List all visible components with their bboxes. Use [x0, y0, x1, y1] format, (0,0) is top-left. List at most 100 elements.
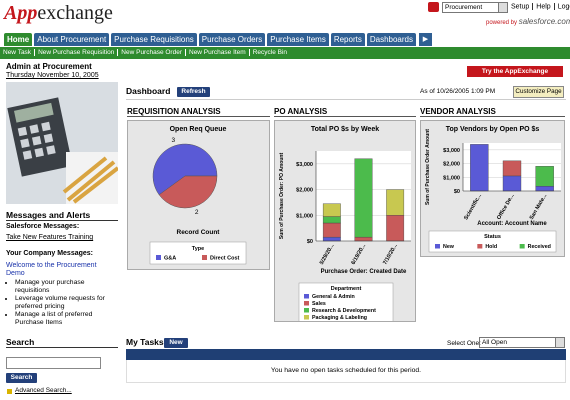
tasks-empty: You have no open tasks scheduled for thi… — [126, 360, 566, 383]
action-link[interactable]: New Purchase Order — [121, 49, 182, 56]
action-bar: New Task New Purchase Requisition New Purc… — [0, 47, 570, 59]
tab[interactable]: About Procurement — [34, 33, 110, 46]
chart-title: Open Req Queue — [170, 126, 227, 133]
separator — [553, 3, 555, 10]
y-tick-label: $3,000 — [443, 148, 460, 154]
tab[interactable]: Purchase Requisitions — [111, 33, 197, 46]
panel-title: PO ANALYSIS — [274, 107, 416, 117]
action-link[interactable]: New Task — [3, 49, 32, 56]
pie-slice — [158, 175, 218, 209]
bar-segment — [322, 216, 341, 224]
bar-segment — [322, 222, 341, 238]
y-tick-label: $2,000 — [296, 188, 313, 194]
legend-label: Hold — [485, 244, 497, 250]
x-axis-label: Record Count — [177, 229, 221, 236]
messages-heading: Messages and Alerts — [6, 210, 118, 221]
x-tick-label: Scientific... — [463, 193, 483, 222]
panel: Open Req Queue 3 2 Record Count Type G&A Direc… — [127, 120, 270, 270]
action-link[interactable]: Recycle Bin — [252, 49, 288, 56]
bar-segment — [535, 185, 554, 192]
panel-title: VENDOR ANALYSIS — [420, 107, 565, 117]
bar-segment — [354, 236, 373, 242]
separator — [117, 48, 119, 56]
tab-bar: Home About Procurement Purchase Requisitio… — [4, 33, 416, 46]
x-tick-label: 6/19/20... — [351, 243, 368, 266]
search-button[interactable]: Search — [6, 373, 37, 383]
legend-swatch — [156, 255, 161, 260]
y-axis-label: Sum of Purchase Order Amount — [425, 129, 431, 205]
search-heading: Search — [6, 337, 118, 348]
y-tick-label: $3,000 — [296, 162, 313, 168]
tab[interactable]: Reports — [330, 33, 365, 46]
bullet-list: Manage your purchase requisitionsLeverag… — [6, 279, 118, 327]
tab-more[interactable]: ▶ — [419, 33, 432, 46]
advanced-search[interactable]: Advanced Search... — [15, 387, 72, 394]
logo-rest: exchange — [37, 2, 113, 24]
legend-title: Status — [484, 234, 501, 240]
y-tick-label: $1,000 — [443, 175, 460, 181]
legend-title: Department — [331, 286, 362, 292]
data-label: 2 — [195, 209, 199, 216]
separator — [185, 48, 186, 56]
customize-button[interactable]: Customize Page — [513, 86, 564, 98]
salesforce-label: Salesforce Messages: — [6, 223, 80, 230]
header-link[interactable]: Logout — [557, 3, 570, 11]
tab[interactable]: Purchase Items — [267, 33, 329, 46]
x-tick-label: 5/29/20... — [319, 243, 336, 266]
legend-label: Direct Cost — [210, 256, 240, 262]
bar-segment — [322, 236, 341, 242]
logo-app: App — [4, 2, 38, 24]
y-tick-label: $2,000 — [443, 162, 460, 168]
legend-box — [298, 282, 394, 324]
company-link[interactable]: Welcome to the Procurement Demo — [6, 262, 97, 277]
legend-swatch — [304, 315, 309, 320]
search-icon — [7, 389, 12, 394]
legend-swatch — [304, 301, 309, 306]
try-button[interactable]: Try the AppExchange — [467, 66, 563, 77]
task-select[interactable]: All Open — [479, 337, 565, 348]
app-icon — [428, 2, 439, 12]
legend-label: Received — [528, 244, 551, 250]
chart-title: Top Vendors by Open PO $s — [446, 126, 540, 133]
search-input[interactable] — [6, 357, 101, 369]
salesforce-link[interactable]: Take New Features Training — [6, 234, 94, 241]
bar-segment — [502, 175, 522, 192]
legend-label: Research & Development — [312, 308, 376, 314]
y-tick-label: $1,000 — [296, 213, 313, 219]
new-task-button[interactable]: New — [164, 338, 188, 348]
bar-segment — [535, 166, 554, 187]
bullet-item: Leverage volume requests for preferred p… — [15, 295, 118, 311]
bar-segment — [386, 189, 405, 216]
refresh-button[interactable]: Refresh — [177, 87, 210, 97]
y-tick-label: $0 — [454, 189, 460, 195]
logo[interactable]: Appexchange — [4, 2, 113, 25]
app-select-value: Procurement — [445, 4, 483, 11]
legend-swatch — [435, 244, 440, 249]
powered-by: powered by salesforce.com — [486, 17, 570, 26]
bar-segment — [322, 203, 341, 217]
tab[interactable]: Purchase Orders — [198, 33, 266, 46]
bar-chart: Total PO $s by Week $0 $1,000 $2,000 $3,000 S… — [279, 126, 411, 324]
tab[interactable]: Dashboards — [366, 33, 416, 46]
action-link[interactable]: New Purchase Item — [189, 49, 246, 56]
x-tick-label: San Mate... — [529, 193, 549, 221]
separator — [532, 3, 534, 10]
header-links: Setup Help Logout — [511, 3, 570, 10]
tasks-title: My Tasks — [126, 337, 164, 347]
date: Thursday November 10, 2005 — [6, 72, 99, 79]
legend-swatch — [202, 255, 207, 260]
legend-label: G&A — [164, 256, 176, 262]
tab[interactable]: Home — [4, 33, 33, 46]
header-link[interactable]: Setup — [511, 3, 530, 11]
action-link[interactable]: New Purchase Requisition — [38, 49, 115, 56]
powered-brand: salesforce.com — [518, 17, 570, 26]
x-tick-label: 7/10/20... — [382, 243, 399, 266]
powered-text: powered by — [486, 20, 518, 26]
app-select[interactable]: Procurement — [442, 2, 508, 13]
company-label: Your Company Messages: — [6, 250, 94, 257]
legend-box — [149, 241, 247, 265]
as-of: As of 10/26/2005 1:09 PM — [420, 88, 496, 95]
task-select-value: All Open — [482, 339, 507, 346]
legend-swatch — [477, 244, 483, 249]
header-link[interactable]: Help — [536, 3, 551, 11]
